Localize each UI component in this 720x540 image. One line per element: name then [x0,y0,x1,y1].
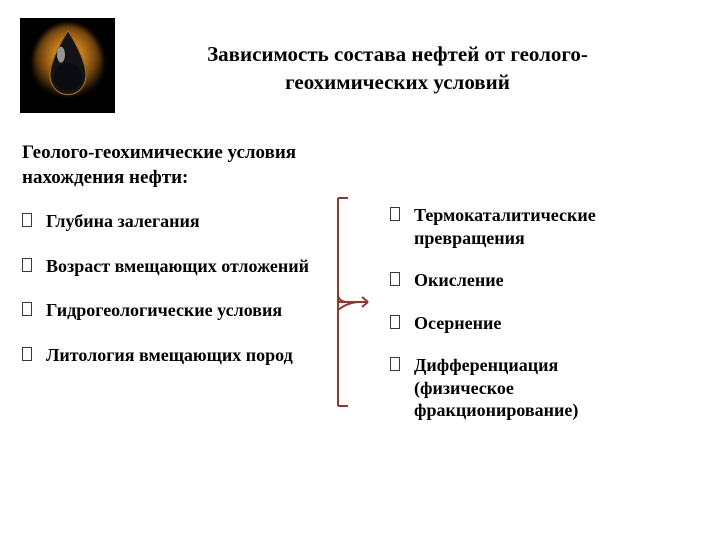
right-column: Термокаталитические превращения Окислени… [342,204,642,442]
bullet-icon [22,258,32,272]
item-text: Дифференциация (физическое фракционирова… [414,354,642,422]
item-text: Осернение [414,312,642,335]
left-column: Глубина залегания Возраст вмещающих отло… [22,204,342,442]
item-text: Литология вмещающих пород [46,344,342,367]
list-item: Окисление [390,269,642,292]
bullet-icon [22,213,32,227]
content-columns: Глубина залегания Возраст вмещающих отло… [0,190,720,442]
item-text: Гидрогеологические условия [46,299,342,322]
bullet-icon [22,302,32,316]
page-title: Зависимость состава нефтей от геолого- г… [115,18,690,97]
item-text: Возраст вмещающих отложений [46,255,342,278]
droplet-icon [44,28,92,96]
oil-drop-image [20,18,115,113]
list-item: Осернение [390,312,642,335]
bracket-connector [336,196,372,408]
list-item: Термокаталитические превращения [390,204,642,249]
bullet-icon [390,357,400,371]
list-item: Возраст вмещающих отложений [22,255,342,278]
list-item: Гидрогеологические условия [22,299,342,322]
bullet-icon [390,207,400,221]
title-line-1: Зависимость состава нефтей от геолого- [207,42,588,66]
title-line-2: геохимических условий [285,70,510,94]
list-item: Литология вмещающих пород [22,344,342,367]
bullet-icon [390,272,400,286]
list-item: Глубина залегания [22,210,342,233]
header: Зависимость состава нефтей от геолого- г… [0,0,720,113]
item-text: Окисление [414,269,642,292]
bullet-icon [22,347,32,361]
item-text: Термокаталитические превращения [414,204,642,249]
bullet-icon [390,315,400,329]
list-item: Дифференциация (физическое фракционирова… [390,354,642,422]
subtitle: Геолого-геохимические условия нахождения… [0,113,360,190]
item-text: Глубина залегания [46,210,342,233]
